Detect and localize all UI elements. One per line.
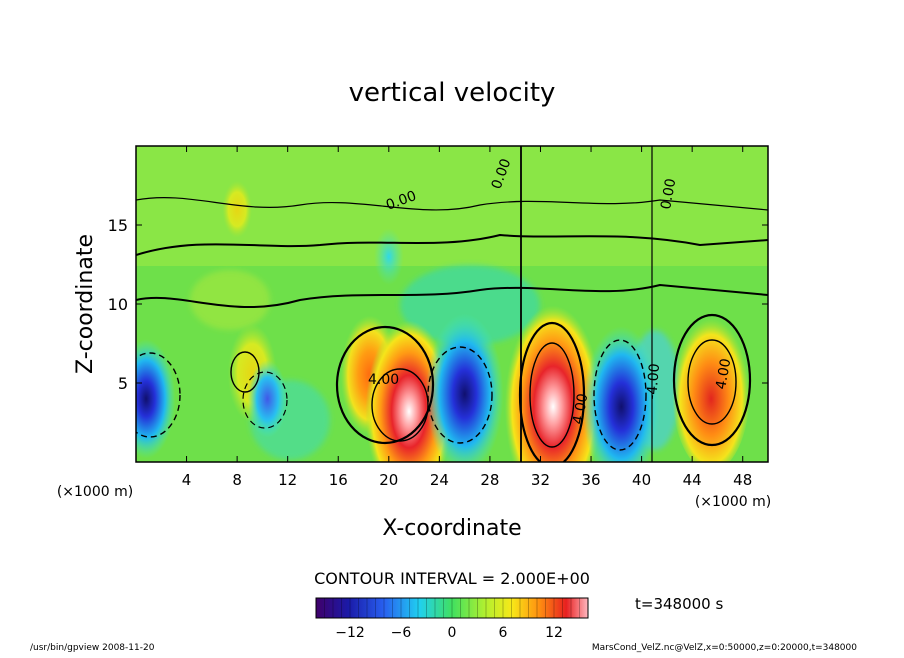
y-tick-label: 15 bbox=[108, 216, 128, 235]
data-cell bbox=[222, 180, 252, 238]
x-tick-label: 4 bbox=[182, 471, 192, 489]
footer-right: MarsCond_VelZ.nc@VelZ,x=0:50000,z=0:2000… bbox=[592, 643, 857, 653]
data-cell bbox=[425, 313, 504, 462]
time-text: t=348000 s bbox=[635, 595, 723, 613]
data-cell bbox=[374, 228, 404, 285]
x-unit-label-right: (×1000 m) bbox=[695, 494, 771, 510]
contour-labels: 0.00 0.00 0.00 4.00 4.00 4.00 -4.00 bbox=[368, 157, 734, 426]
x-tick-label: 20 bbox=[379, 471, 398, 489]
data-cell bbox=[672, 310, 750, 462]
chart-title: vertical velocity bbox=[349, 78, 556, 108]
contour-interval-text: CONTOUR INTERVAL = 2.000E+00 bbox=[314, 569, 590, 588]
x-tick-label: 8 bbox=[232, 471, 242, 489]
x-tick-label: 24 bbox=[430, 471, 449, 489]
x-tick-label: 36 bbox=[581, 471, 600, 489]
x-tick-label: 28 bbox=[480, 471, 499, 489]
x-tick-label: 44 bbox=[683, 471, 702, 489]
colorbar-tick-label: 0 bbox=[448, 625, 457, 641]
data-cell bbox=[582, 326, 661, 462]
contour-label: 4.00 bbox=[368, 372, 399, 388]
x-axis: 4 8 12 16 20 24 28 32 36 40 44 48 bbox=[182, 146, 752, 489]
x-tick-label: 40 bbox=[632, 471, 651, 489]
y-axis-label: Z-coordinate bbox=[73, 234, 98, 374]
x-tick-label: 16 bbox=[329, 471, 348, 489]
footer-left: /usr/bin/gpview 2008-11-20 bbox=[30, 643, 155, 653]
x-tick-label: 32 bbox=[531, 471, 550, 489]
x-unit-label-left: (×1000 m) bbox=[57, 484, 133, 500]
contour-label: 4.00 bbox=[570, 392, 591, 425]
colorbar-ticks: −12 −6 0 6 12 bbox=[335, 625, 563, 641]
colorbar-segments bbox=[324, 598, 580, 618]
plot-area bbox=[136, 146, 768, 462]
colorbar: −12 −6 0 6 12 bbox=[315, 597, 589, 641]
colorbar-tick-label: −6 bbox=[391, 625, 412, 641]
contour-label: -4.00 bbox=[644, 363, 663, 400]
colorbar-tick-label: 6 bbox=[499, 625, 508, 641]
contour-lines bbox=[136, 146, 768, 462]
x-tick-label: 48 bbox=[733, 471, 752, 489]
x-tick-label: 12 bbox=[278, 471, 297, 489]
contour-label: 4.00 bbox=[713, 357, 734, 390]
y-tick-label: 10 bbox=[108, 295, 128, 314]
y-axis: 5 10 15 bbox=[108, 216, 768, 393]
data-cell bbox=[136, 339, 176, 459]
contour-label: 0.00 bbox=[658, 177, 679, 210]
y-tick-label: 5 bbox=[118, 374, 128, 393]
colorbar-tick-label: −12 bbox=[335, 625, 365, 641]
x-axis-label: X-coordinate bbox=[382, 516, 521, 541]
colorbar-tick-label: 12 bbox=[545, 625, 563, 641]
